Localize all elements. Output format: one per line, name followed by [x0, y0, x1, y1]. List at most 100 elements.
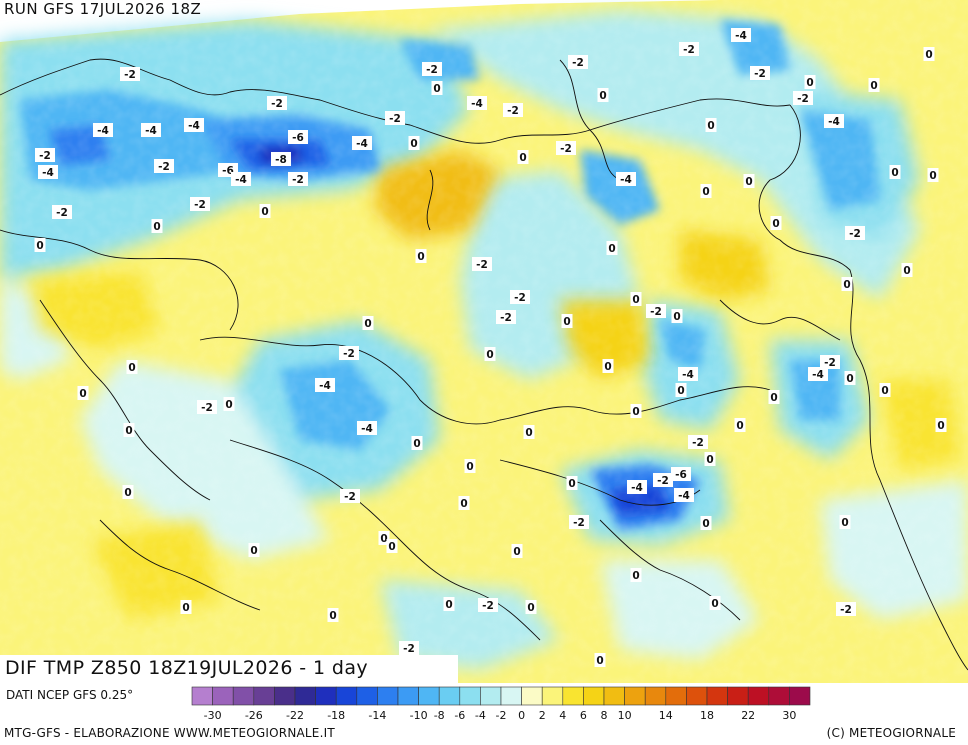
contour-label: -4: [824, 114, 844, 128]
contour-label: 0: [122, 485, 134, 499]
legend-swatch: [438, 686, 461, 706]
svg-text:-4: -4: [735, 30, 747, 42]
contour-label: 0: [675, 383, 687, 397]
svg-text:-4: -4: [361, 423, 373, 435]
svg-text:0: 0: [466, 461, 473, 473]
contour-label: -4: [38, 165, 58, 179]
svg-text:-4: -4: [188, 120, 200, 132]
contour-label: 0: [927, 168, 939, 182]
contour-label: 0: [126, 360, 138, 374]
svg-text:-2: -2: [343, 348, 355, 360]
contour-label: -4: [616, 172, 636, 186]
svg-text:0: 0: [125, 425, 132, 437]
legend-tick-label: -22: [286, 709, 304, 722]
contour-label: -2: [679, 42, 699, 56]
legend-swatch: [500, 686, 522, 706]
svg-text:-4: -4: [620, 174, 632, 186]
svg-text:-2: -2: [514, 292, 526, 304]
svg-text:0: 0: [891, 167, 898, 179]
legend-swatch: [541, 686, 564, 706]
svg-text:-2: -2: [124, 69, 136, 81]
svg-text:0: 0: [632, 570, 639, 582]
legend-tick-label: -8: [434, 709, 445, 722]
contour-label: 0: [700, 516, 712, 530]
contour-label: -4: [674, 488, 694, 502]
svg-text:-2: -2: [194, 199, 206, 211]
svg-text:-4: -4: [828, 116, 840, 128]
legend-swatch: [583, 686, 605, 706]
contour-label: 0: [511, 544, 523, 558]
svg-text:0: 0: [261, 206, 268, 218]
svg-text:-2: -2: [683, 44, 695, 56]
svg-text:0: 0: [937, 420, 944, 432]
svg-text:0: 0: [380, 533, 387, 545]
svg-text:0: 0: [736, 420, 743, 432]
svg-text:0: 0: [153, 221, 160, 233]
contour-label: 0: [889, 165, 901, 179]
contour-label: 0: [594, 653, 606, 667]
svg-text:0: 0: [707, 120, 714, 132]
svg-text:-4: -4: [356, 138, 368, 150]
svg-text:-2: -2: [482, 600, 494, 612]
contour-label: 0: [259, 204, 271, 218]
svg-text:0: 0: [525, 427, 532, 439]
svg-text:-6: -6: [222, 165, 234, 177]
contour-label: -2: [478, 598, 498, 612]
svg-text:-2: -2: [824, 357, 836, 369]
legend-swatch: [665, 686, 687, 706]
svg-text:-2: -2: [500, 312, 512, 324]
legend-tick-label: -14: [368, 709, 386, 722]
svg-text:-2: -2: [657, 475, 669, 487]
svg-text:-2: -2: [507, 105, 519, 117]
svg-text:0: 0: [486, 349, 493, 361]
contour-label: -2: [820, 355, 840, 369]
contour-label: 0: [151, 219, 163, 233]
svg-text:0: 0: [433, 83, 440, 95]
contour-label: -2: [197, 400, 217, 414]
contour-label: -4: [731, 28, 751, 42]
contour-label: -2: [340, 489, 360, 503]
svg-text:0: 0: [513, 546, 520, 558]
contour-label: 0: [180, 600, 192, 614]
contour-label: -2: [836, 602, 856, 616]
legend-swatch: [274, 686, 296, 706]
contour-label: 0: [561, 314, 573, 328]
contour-label: 0: [223, 397, 235, 411]
contour-label: 0: [378, 531, 390, 545]
contour-label: -2: [496, 310, 516, 324]
contour-label: 0: [517, 150, 529, 164]
svg-text:0: 0: [413, 438, 420, 450]
svg-text:-4: -4: [678, 490, 690, 502]
svg-text:0: 0: [364, 318, 371, 330]
contour-label: 0: [630, 404, 642, 418]
legend-swatch: [315, 686, 337, 706]
legend-tick-labels: -30 -26 -22 -18 -14 -10 -8 -6 -4 -2 0 2 4 6 8 10 14 18 22 3…: [204, 709, 797, 722]
contour-label: -2: [35, 148, 55, 162]
contour-label: 0: [606, 241, 618, 255]
svg-text:0: 0: [711, 598, 718, 610]
contour-label: 0: [841, 277, 853, 291]
svg-text:-2: -2: [849, 228, 861, 240]
contour-label: -2: [653, 473, 673, 487]
svg-text:0: 0: [599, 90, 606, 102]
contour-label: 0: [700, 184, 712, 198]
contour-label: -2: [688, 435, 708, 449]
contour-label: 0: [923, 47, 935, 61]
svg-text:0: 0: [846, 373, 853, 385]
contour-label: -4: [315, 378, 335, 392]
legend-swatch: [294, 686, 316, 706]
contour-label: 0: [879, 383, 891, 397]
contour-label: -2: [503, 103, 523, 117]
legend-tick-label: 30: [782, 709, 796, 722]
legend-tick-label: 14: [659, 709, 673, 722]
legend-swatches: [191, 686, 811, 706]
legend-tick-label: -30: [204, 709, 222, 722]
legend-tick-label: 4: [559, 709, 566, 722]
svg-text:-2: -2: [56, 207, 68, 219]
contour-label: 0: [734, 418, 746, 432]
contour-label: -4: [352, 136, 372, 150]
contour-label: 0: [484, 347, 496, 361]
contour-label: 0: [868, 78, 880, 92]
contour-label: 0: [630, 568, 642, 582]
contour-label: -2: [472, 257, 492, 271]
